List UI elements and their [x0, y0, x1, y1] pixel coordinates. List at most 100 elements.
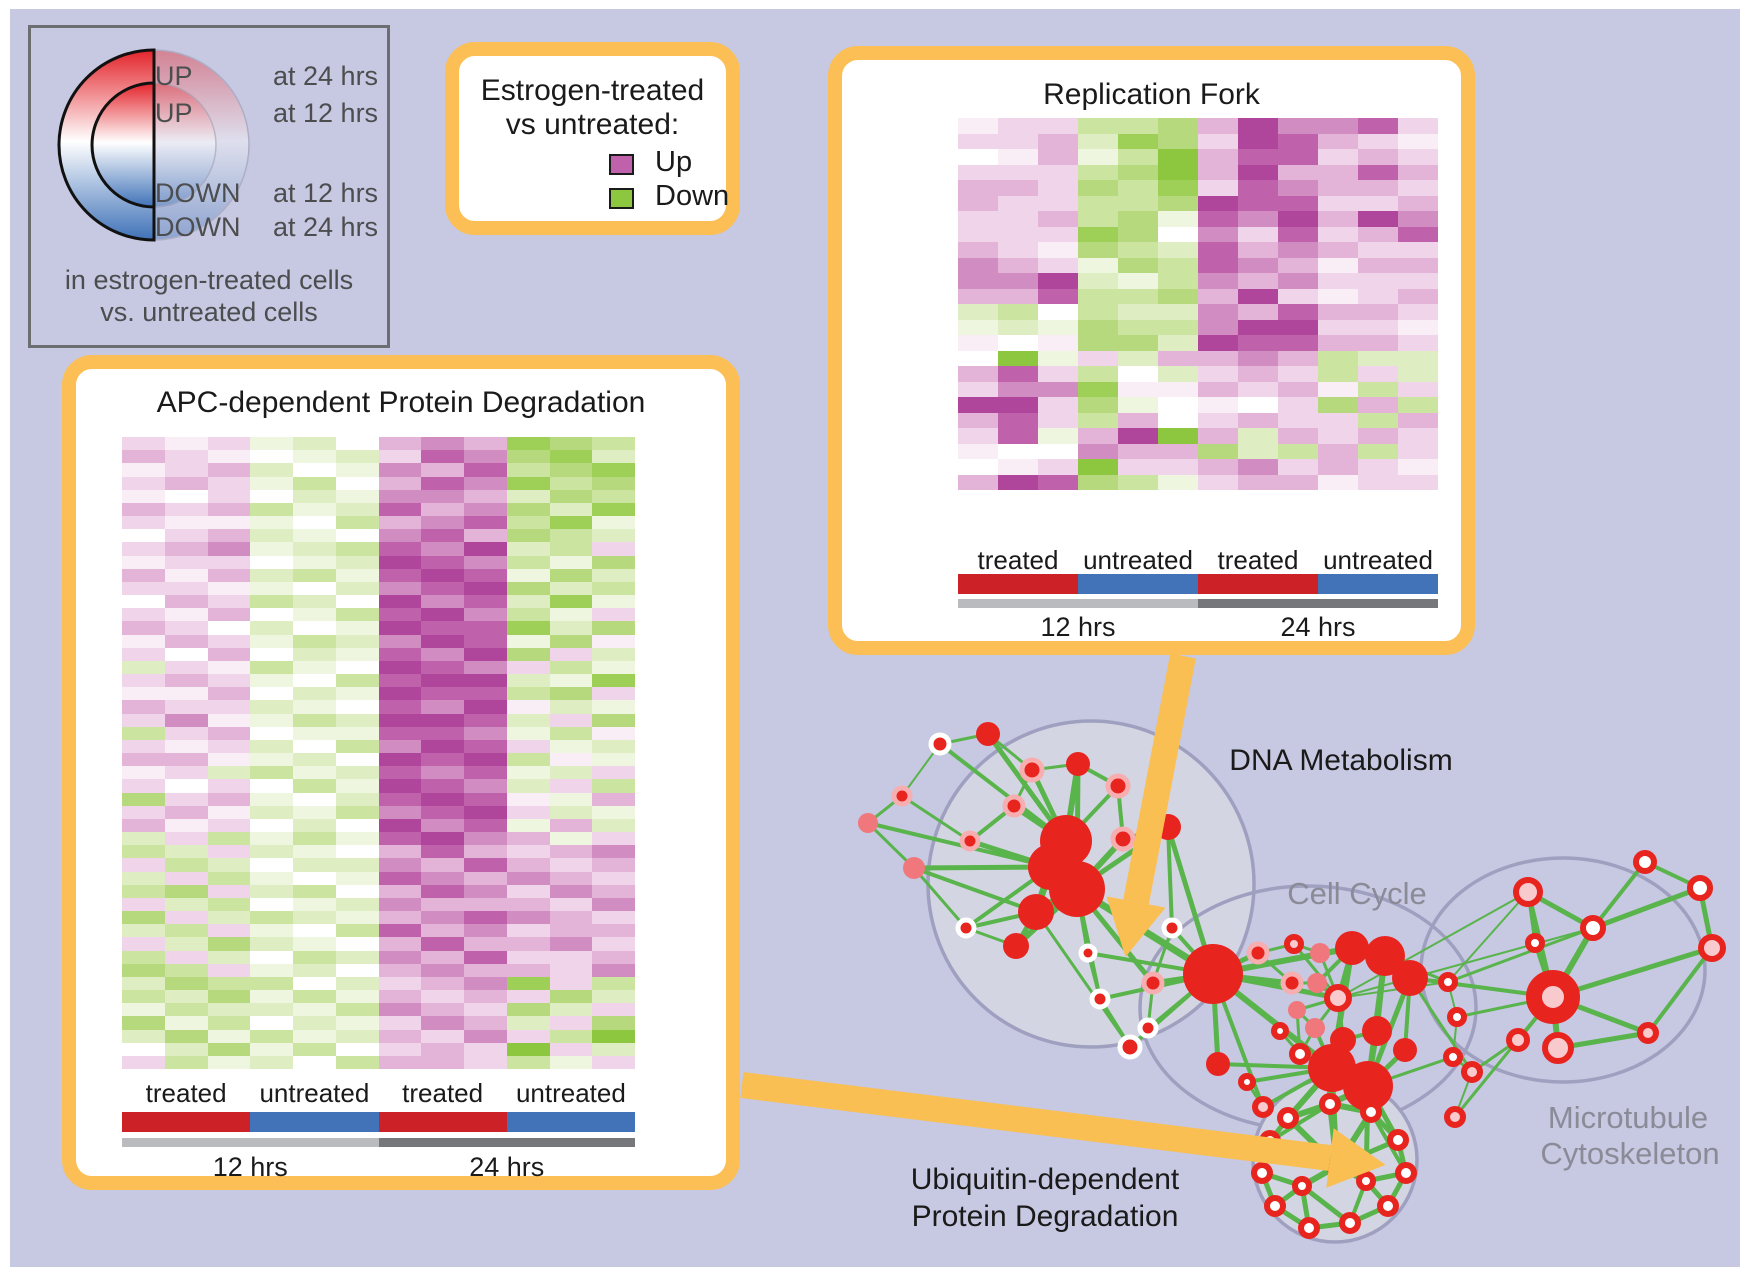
network-node — [1387, 1129, 1409, 1151]
heatmap-cell — [1158, 304, 1198, 320]
network-node — [1324, 984, 1352, 1012]
heatmap-cell — [293, 976, 336, 990]
arrow-shaft-apc-to-ubiquitin — [740, 1072, 1332, 1171]
heatmap-cell — [506, 489, 550, 503]
heatmap-cell — [998, 273, 1038, 289]
ubiquitin-label-line2: Protein Degradation — [911, 1200, 1179, 1233]
heatmap-cell — [335, 963, 379, 977]
group-label-treated: treated — [977, 545, 1059, 575]
heatmap-cell — [1038, 304, 1078, 320]
heatmap-cell — [378, 805, 422, 819]
heatmap-cell — [1318, 350, 1358, 366]
heatmap-cell — [122, 911, 165, 925]
heatmap-cell — [293, 634, 336, 648]
heatmap-cell — [1318, 149, 1358, 165]
heatmap-cell — [164, 792, 208, 806]
heatmap-cell — [506, 1042, 550, 1056]
heatmap-cell — [1198, 195, 1238, 211]
heatmap-cell — [1158, 226, 1198, 242]
heatmap-cell — [1398, 366, 1438, 382]
heatmap-cell — [1318, 242, 1358, 258]
heatmap-cell — [549, 753, 593, 767]
network-edge — [901, 794, 971, 843]
heatmap-cell — [549, 674, 593, 688]
cell-cycle-label: Cell Cycle — [1287, 876, 1427, 911]
heatmap-cell — [293, 832, 336, 846]
network-node — [1542, 1032, 1574, 1064]
heatmap-cell — [207, 674, 251, 688]
heatmap-cell — [1198, 164, 1238, 180]
heatmap-cell — [549, 502, 593, 516]
heatmap-cell — [250, 963, 293, 977]
heatmap-cell — [1318, 428, 1358, 444]
heatmap-cell — [464, 990, 507, 1004]
heatmap-cell — [549, 463, 593, 477]
heatmap-cell — [464, 608, 507, 622]
heatmap-cell — [1278, 335, 1318, 351]
heatmap-cell — [1158, 459, 1198, 475]
heatmap-cell — [293, 1029, 336, 1043]
heatmap-cell — [335, 463, 379, 477]
heatmap-cell — [207, 568, 251, 582]
heatmap-cell — [1358, 288, 1398, 304]
heatmap-cell — [464, 437, 507, 451]
heatmap-cell — [1398, 149, 1438, 165]
heatmap-cell — [592, 621, 635, 635]
network-node — [1002, 794, 1026, 818]
heatmap-cell — [207, 858, 251, 872]
heatmap-cell — [1038, 273, 1078, 289]
heatmap-cell — [549, 779, 593, 793]
heatmap-cell — [464, 871, 507, 885]
heatmap-cell — [1118, 257, 1158, 273]
heatmap-cell — [250, 674, 293, 688]
heatmap-cell — [592, 897, 635, 911]
heatmap-cell — [464, 766, 507, 780]
down-label: Down — [655, 180, 730, 212]
heatmap-cell — [122, 805, 165, 819]
heatmap-cell — [1278, 381, 1318, 397]
heatmap-cell — [1158, 366, 1198, 382]
heatmap-cell — [335, 805, 379, 819]
heatmap-cell — [1278, 180, 1318, 196]
heatmap-cell — [250, 647, 293, 661]
heatmap-cell — [1038, 149, 1078, 165]
heatmap-cell — [1358, 273, 1398, 289]
heatmap-cell — [592, 674, 635, 688]
heatmap-cell — [1118, 474, 1158, 490]
heatmap-cell — [1278, 366, 1318, 382]
heatmap-cell — [335, 779, 379, 793]
heatmap-cell — [464, 634, 507, 648]
heatmap-cell — [421, 660, 464, 674]
heatmap-cell — [1198, 288, 1238, 304]
network-node — [1089, 988, 1111, 1010]
heatmap-cell — [378, 884, 422, 898]
heatmap-cell — [549, 739, 593, 753]
heatmap-cell — [506, 739, 550, 753]
heatmap-cell — [464, 489, 507, 503]
heatmap-cell — [549, 963, 593, 977]
heatmap-cell — [1318, 381, 1358, 397]
heatmap-cell — [1278, 397, 1318, 413]
heatmap-cell — [250, 884, 293, 898]
heatmap-cell — [164, 739, 208, 753]
heatmap-cell — [1118, 319, 1158, 335]
heatmap-cell — [506, 871, 550, 885]
heatmap-cell — [164, 463, 208, 477]
heatmap-cell — [464, 568, 507, 582]
heatmap-cell — [958, 350, 998, 366]
heatmap-cell — [1118, 164, 1158, 180]
heatmap-cell — [464, 674, 507, 688]
heatmap-cell — [1038, 211, 1078, 227]
heatmap-cell — [1238, 428, 1278, 444]
heatmap-cell — [122, 990, 165, 1004]
group-label-untreated: untreated — [1083, 545, 1193, 575]
heatmap-cell — [1038, 397, 1078, 413]
heatmap-cell — [506, 450, 550, 464]
heatmap-cell — [122, 529, 165, 543]
heatmap-cell — [958, 133, 998, 149]
heatmap-cell — [378, 542, 422, 556]
heatmap-cell — [164, 990, 208, 1004]
heatmap-cell — [1238, 149, 1278, 165]
heatmap-cell — [122, 713, 165, 727]
heatmap-cell — [207, 950, 251, 964]
